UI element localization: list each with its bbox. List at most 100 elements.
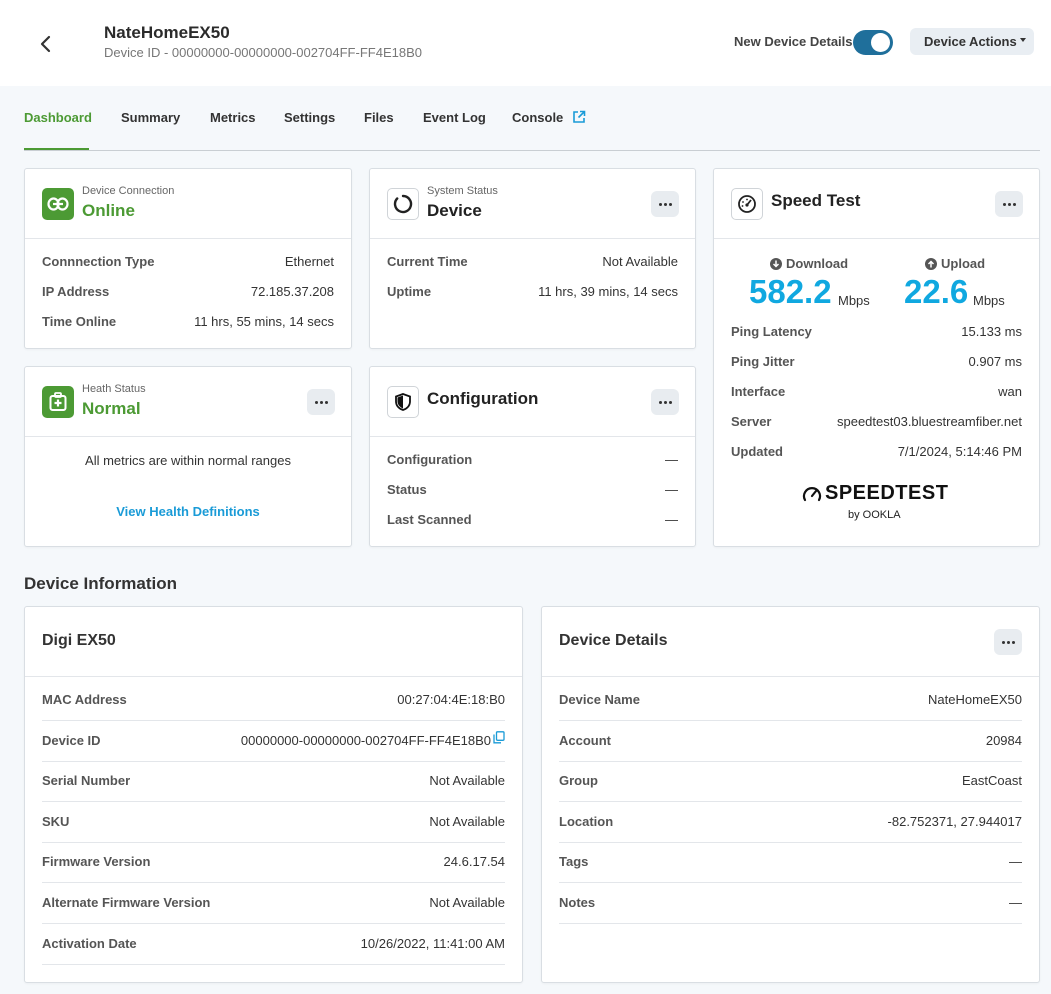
row-value: 15.133 ms	[961, 324, 1022, 339]
row-value: -82.752371, 27.944017	[887, 814, 1022, 829]
row-label: Server	[731, 414, 772, 429]
view-health-definitions-link[interactable]: View Health Definitions	[116, 504, 260, 519]
device-actions-button[interactable]: Device Actions	[910, 28, 1034, 55]
row-label: Serial Number	[42, 773, 131, 788]
row-value: speedtest03.bluestreamfiber.net	[836, 414, 1022, 429]
row-value: 20984	[985, 733, 1022, 748]
new-device-details-toggle[interactable]	[853, 30, 893, 55]
device-actions-label: Device Actions	[924, 34, 1017, 49]
gauge-icon	[731, 188, 763, 220]
row-divider	[559, 761, 1022, 762]
speedtest-logo: SPEEDTEST	[801, 482, 948, 505]
row-divider	[559, 923, 1022, 924]
row-label: Device ID	[42, 733, 101, 748]
toggle-knob	[871, 33, 890, 52]
tab-bar: Dashboard Summary Metrics Settings Files…	[24, 86, 1040, 151]
speedometer-icon	[802, 486, 822, 501]
more-options-button[interactable]	[651, 389, 679, 415]
row-label: Time Online	[42, 314, 117, 329]
row-value: 00:27:04:4E:18:B0	[397, 692, 505, 707]
card-header: System Status Device	[370, 169, 695, 239]
arrow-up-circle-icon	[925, 257, 937, 270]
row-value: 7/1/2024, 5:14:46 PM	[897, 444, 1022, 459]
copy-icon[interactable]	[493, 731, 505, 744]
row-label: Last Scanned	[387, 512, 472, 527]
more-options-button[interactable]	[651, 191, 679, 217]
row-value: Not Available	[429, 895, 505, 910]
device-id-subtitle: Device ID - 00000000-00000000-002704FF-F…	[104, 45, 422, 60]
new-device-details-label: New Device Details	[734, 34, 853, 49]
tab-console[interactable]: Console	[512, 110, 586, 150]
upload-caption: Upload	[925, 256, 985, 271]
tab-event-log[interactable]: Event Log	[423, 110, 486, 125]
row-label: Alternate Firmware Version	[42, 895, 211, 910]
row-value: Not Available	[602, 254, 678, 269]
row-value: EastCoast	[962, 773, 1022, 788]
row-divider	[42, 882, 505, 883]
row-value: —	[665, 512, 678, 527]
row-value: NateHomeEX50	[928, 692, 1022, 707]
row-value: —	[665, 452, 678, 467]
arrow-down-circle-icon	[770, 257, 782, 270]
link-icon	[42, 188, 74, 220]
row-label: Group	[559, 773, 598, 788]
download-label: Download	[786, 256, 849, 271]
row-value: Not Available	[429, 814, 505, 829]
row-value: 11 hrs, 39 mins, 14 secs	[538, 284, 678, 299]
row-value: —	[665, 482, 678, 497]
row-value: 0.907 ms	[968, 354, 1022, 369]
row-value: 72.185.37.208	[250, 284, 334, 299]
row-label: Account	[559, 733, 611, 748]
row-value: 00000000-00000000-002704FF-FF4E18B0	[240, 733, 491, 748]
card-header: Device Connection Online	[25, 169, 351, 239]
row-divider	[42, 842, 505, 843]
card-header: Digi EX50	[25, 607, 522, 677]
tab-metrics[interactable]: Metrics	[210, 110, 256, 125]
more-options-button[interactable]	[994, 629, 1022, 655]
health-status: Normal	[82, 399, 141, 418]
back-button[interactable]	[30, 28, 62, 60]
ookla-byline: by OOKLA	[848, 509, 901, 521]
chevron-left-icon	[40, 35, 51, 53]
row-divider	[559, 842, 1022, 843]
row-divider	[42, 923, 505, 924]
tab-dashboard[interactable]: Dashboard	[24, 110, 92, 125]
row-label: MAC Address	[42, 692, 127, 707]
tab-settings[interactable]: Settings	[284, 110, 336, 125]
row-divider	[559, 801, 1022, 802]
health-status-card: Heath Status Normal All metrics are with…	[24, 366, 352, 547]
tab-console-label: Console	[512, 110, 564, 125]
row-value: wan	[998, 384, 1022, 399]
speed-test-title: Speed Test	[771, 191, 861, 210]
row-label: SKU	[42, 814, 70, 829]
device-details-title: Device Details	[559, 632, 668, 649]
tab-summary[interactable]: Summary	[121, 110, 181, 125]
row-divider	[42, 964, 505, 965]
card-header: Configuration	[370, 367, 695, 437]
row-value: —	[1009, 854, 1022, 869]
row-divider	[559, 720, 1022, 721]
row-label: Ping Jitter	[731, 354, 795, 369]
row-label: Connnection Type	[42, 254, 155, 269]
caret-down-icon	[1020, 38, 1026, 42]
row-value: 24.6.17.54	[443, 854, 505, 869]
tab-files[interactable]: Files	[364, 110, 394, 125]
configuration-card: Configuration Configuration — Status — L…	[369, 366, 696, 547]
row-divider	[42, 761, 505, 762]
row-label: Current Time	[387, 254, 468, 269]
device-connection-card: Device Connection Online Connnection Typ…	[24, 168, 352, 349]
speedtest-logo-text: SPEEDTEST	[825, 482, 949, 504]
system-title: Device	[427, 201, 482, 220]
row-value: 10/26/2022, 11:41:00 AM	[360, 936, 505, 951]
row-divider	[559, 882, 1022, 883]
more-options-button[interactable]	[307, 389, 335, 415]
device-details-card: Device Details Device Name NateHomeEX50 …	[541, 606, 1040, 983]
row-value: —	[1009, 895, 1022, 910]
row-label: Activation Date	[42, 936, 137, 951]
download-value: 582.2	[749, 273, 832, 310]
speed-test-card: Speed Test Download 582.2 Mbps Upload 22…	[713, 168, 1040, 547]
row-value: Not Available	[429, 773, 505, 788]
more-options-button[interactable]	[995, 191, 1023, 217]
card-header: Heath Status Normal	[25, 367, 351, 437]
status-ring-icon	[387, 188, 419, 220]
